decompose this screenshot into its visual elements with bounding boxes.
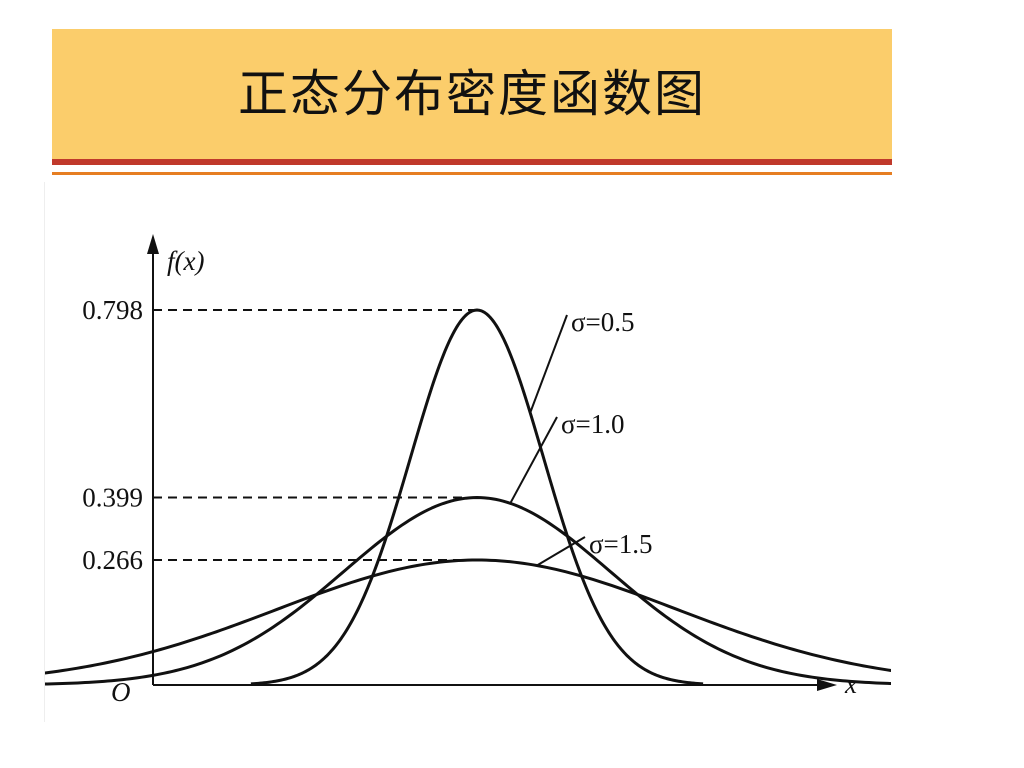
y-axis-label: f(x) [167, 246, 204, 276]
series-label: σ=1.0 [561, 409, 625, 439]
series-leader-line [536, 536, 586, 567]
chart-panel: f(x) x O 0.798 0.399 0.266 σ=0.5 σ=1.0 σ=1.5 [0, 182, 1024, 722]
title-bar: 正态分布密度函数图 [52, 29, 892, 159]
y-axis-arrow [147, 234, 159, 254]
x-axis-label: x [844, 669, 857, 699]
reference-lines: 0.798 0.399 0.266 [82, 295, 477, 575]
x-axis-arrow [817, 679, 837, 691]
y-tick-label: 0.798 [82, 295, 143, 325]
curves [0, 308, 1024, 686]
series-leader-line [509, 416, 558, 504]
curve-sigma-1 [24, 496, 930, 686]
curve-sigma-0-5 [250, 308, 704, 686]
normal-density-chart: f(x) x O 0.798 0.399 0.266 σ=0.5 σ=1.0 σ=1.5 [0, 234, 1024, 707]
origin-label: O [111, 677, 131, 707]
curve-sigma-1-5 [0, 558, 1024, 684]
y-tick-label: 0.266 [82, 545, 143, 575]
slide-title: 正态分布密度函数图 [238, 65, 706, 123]
series-annotations: σ=0.5 σ=1.0 σ=1.5 [509, 307, 653, 567]
series-label: σ=0.5 [571, 307, 635, 337]
series-label: σ=1.5 [589, 529, 653, 559]
y-tick-label: 0.399 [82, 483, 143, 513]
title-underline-thin [52, 172, 892, 175]
title-underline-thick [52, 159, 892, 165]
series-leader-line [529, 314, 568, 414]
axes: f(x) x O [111, 234, 857, 707]
